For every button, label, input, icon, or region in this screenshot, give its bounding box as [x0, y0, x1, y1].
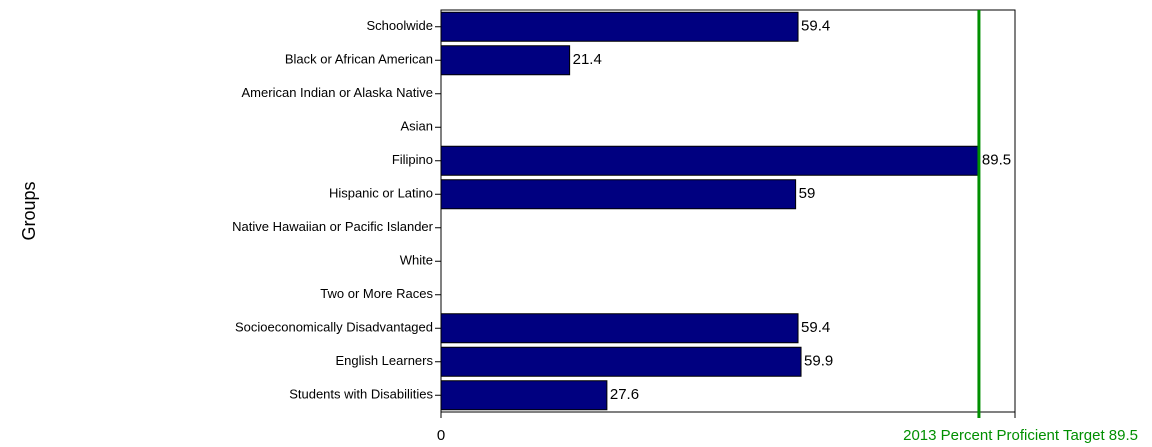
target-label: 2013 Percent Proficient Target 89.5 [903, 427, 1138, 444]
value-label: 59.4 [801, 18, 830, 35]
bar [440, 346, 802, 377]
bar [440, 11, 799, 42]
y-tick-label: Black or African American [285, 52, 433, 67]
value-label: 27.6 [610, 386, 639, 403]
bar [440, 313, 799, 344]
y-tick-label: Two or More Races [320, 286, 433, 301]
y-axis-label: Groups [19, 181, 39, 240]
plot-frame [440, 9, 1016, 413]
y-tick-label: American Indian or Alaska Native [242, 85, 433, 100]
y-tick-label: Hispanic or Latino [329, 186, 433, 201]
value-label: 59.4 [801, 319, 830, 336]
y-tick-label: Schoolwide [367, 18, 434, 33]
y-tick-label: Native Hawaiian or Pacific Islander [232, 219, 434, 234]
y-tick-label: White [400, 253, 433, 268]
y-tick-label: Socioeconomically Disadvantaged [235, 320, 433, 335]
bar [440, 145, 980, 176]
y-tick-label: Students with Disabilities [289, 387, 433, 402]
y-tick-label: Filipino [392, 152, 433, 167]
bar [440, 45, 571, 76]
x-tick-label: 0 [437, 427, 445, 444]
bar [440, 179, 797, 210]
bar [440, 380, 608, 411]
y-tick-label: Asian [400, 119, 433, 134]
value-label: 21.4 [573, 51, 602, 68]
value-label: 89.5 [982, 152, 1011, 169]
value-label: 59.9 [804, 353, 833, 370]
y-tick-label: English Learners [335, 353, 433, 368]
value-label: 59 [799, 185, 816, 202]
